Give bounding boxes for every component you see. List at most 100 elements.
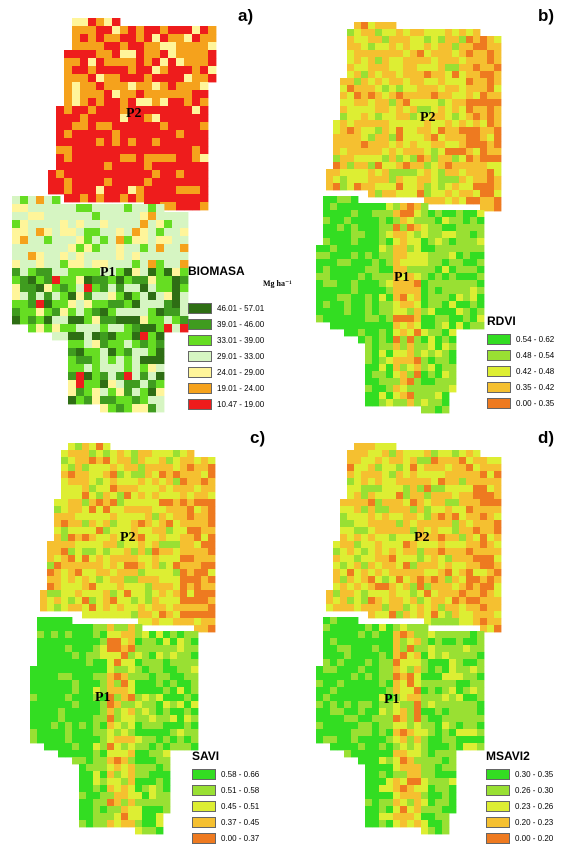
raster-cell [407,245,415,253]
raster-cell [86,820,94,828]
raster-cell [93,638,101,646]
raster-cell [145,478,153,486]
raster-cell [417,520,425,528]
raster-cell [135,638,143,646]
raster-cell [72,106,81,115]
raster-cell [191,673,199,681]
raster-cell [400,308,408,316]
raster-cell [86,813,94,821]
raster-cell [435,785,443,793]
raster-cell [173,597,181,605]
raster-cell [337,308,345,316]
raster-cell [386,638,394,646]
raster-cell [379,813,387,821]
raster-cell [365,315,373,323]
raster-cell [396,499,404,507]
raster-cell [417,604,425,612]
raster-cell [407,624,415,632]
raster-cell [28,236,37,245]
raster-cell [184,74,193,83]
raster-cell [473,141,481,149]
raster-cell [79,799,87,807]
raster-cell [473,113,481,121]
raster-cell [132,212,141,221]
raster-cell [396,155,404,163]
raster-cell [431,520,439,528]
raster-cell [421,785,429,793]
raster-cell [414,273,422,281]
raster-cell [117,492,125,500]
raster-cell [323,652,331,660]
raster-cell [438,548,446,556]
raster-cell [480,85,488,93]
raster-cell [414,680,422,688]
raster-cell [372,680,380,688]
raster-cell [121,743,129,751]
raster-cell [148,316,157,325]
raster-cell [494,43,502,51]
raster-cell [84,380,93,389]
raster-cell [393,217,401,225]
raster-cell [452,450,460,458]
raster-cell [187,597,195,605]
raster-cell [100,722,108,730]
raster-cell [86,792,94,800]
raster-cell [466,78,474,86]
raster-cell [200,162,209,171]
raster-cell [347,562,355,570]
raster-cell [358,287,366,295]
raster-cell [400,764,408,772]
raster-cell [88,98,97,107]
raster-cell [68,236,77,245]
raster-cell [466,99,474,107]
raster-cell [12,284,21,293]
raster-cell [379,708,387,716]
raster-cell [431,576,439,584]
raster-cell [361,183,369,191]
raster-cell [68,450,76,458]
raster-cell [76,228,85,237]
raster-cell [480,169,488,177]
raster-cell [421,315,429,323]
raster-cell [463,231,471,239]
raster-cell [323,659,331,667]
raster-cell [116,364,125,373]
raster-cell [323,687,331,695]
raster-cell [104,82,113,91]
raster-cell [184,708,192,716]
raster-cell [131,492,139,500]
raster-cell [208,485,216,493]
raster-cell [72,162,81,171]
raster-cell [414,287,422,295]
raster-cell [323,736,331,744]
raster-cell [112,170,121,179]
raster-cell [480,457,488,465]
raster-cell [52,196,61,205]
raster-cell [459,541,467,549]
raster-cell [417,555,425,563]
raster-cell [142,680,150,688]
raster-cell [393,694,401,702]
raster-cell [414,764,422,772]
raster-cell [156,673,164,681]
raster-cell [89,506,97,514]
raster-cell [473,197,481,205]
raster-cell [459,583,467,591]
raster-cell [438,29,446,37]
raster-cell [428,217,436,225]
raster-cell [344,245,352,253]
raster-cell [68,276,77,285]
raster-cell [28,212,37,221]
raster-cell [114,631,122,639]
raster-cell [365,631,373,639]
raster-cell [138,527,146,535]
raster-cell [168,106,177,115]
raster-cell [431,106,439,114]
raster-cell [173,471,181,479]
raster-cell [421,364,429,372]
raster-cell [61,548,69,556]
raster-cell [421,406,429,414]
raster-cell [365,785,373,793]
raster-cell [51,638,59,646]
raster-cell [135,701,143,709]
